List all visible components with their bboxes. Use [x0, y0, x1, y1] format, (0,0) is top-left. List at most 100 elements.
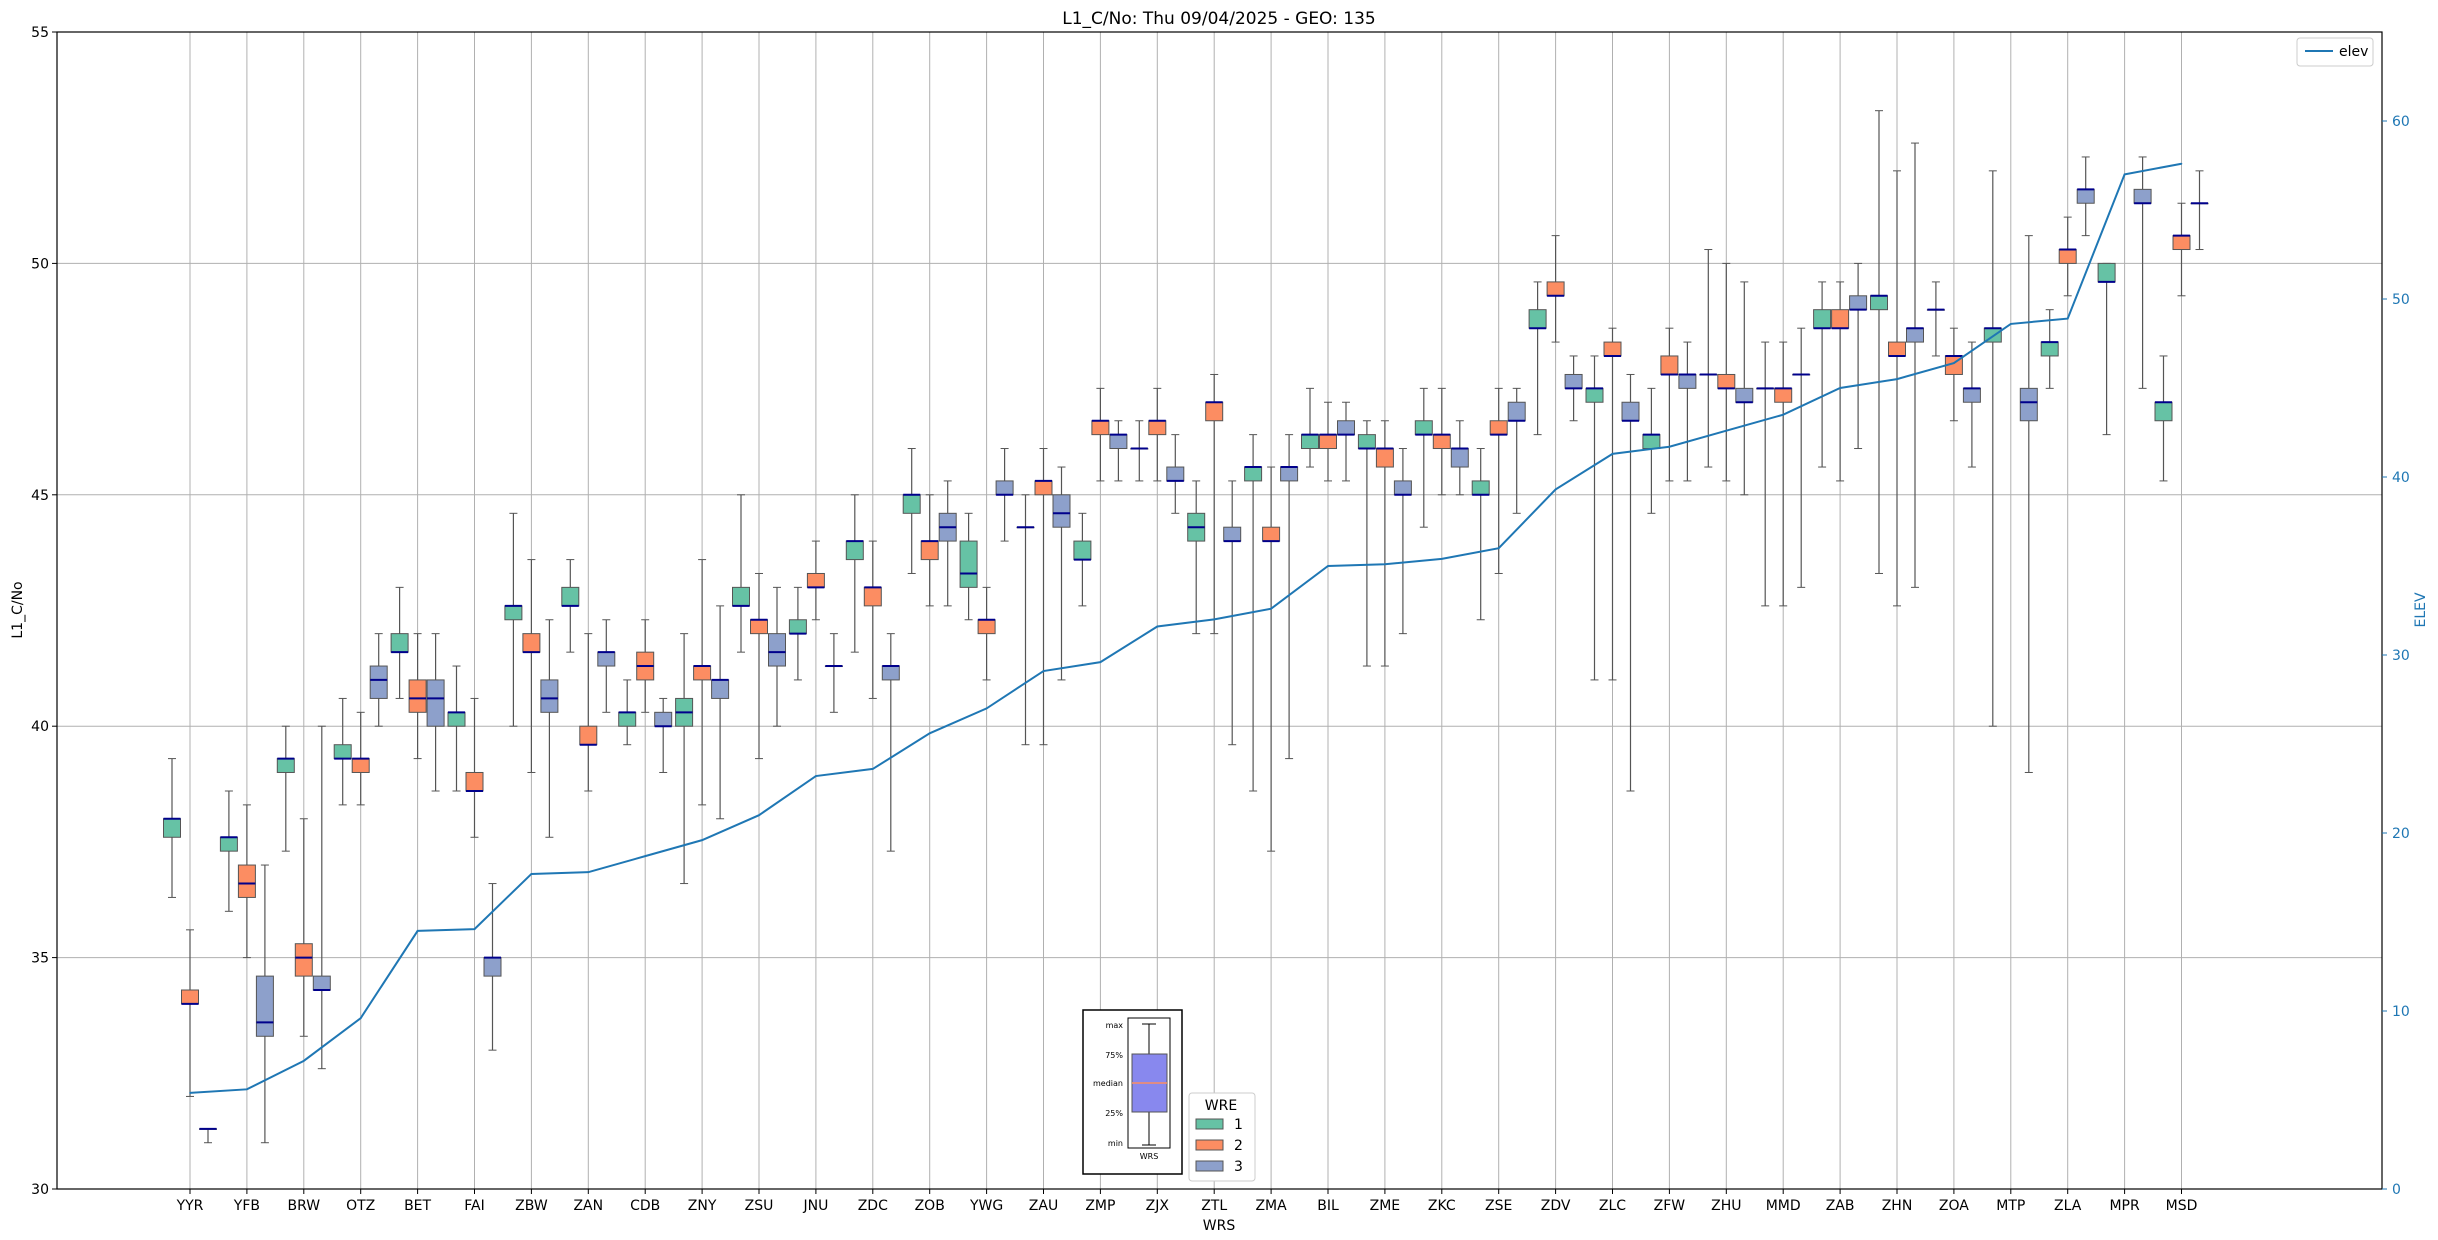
y2-tick-label: 50	[2392, 292, 2410, 308]
box-iqr	[1585, 387, 1604, 403]
box-iqr	[312, 975, 331, 991]
box-ztl-wre1	[1187, 480, 1206, 635]
box-zkc-wre1	[1414, 387, 1433, 528]
box-cdb-wre2	[636, 619, 655, 713]
box-zlc-wre2	[1603, 327, 1622, 681]
elev-point	[644, 855, 646, 857]
box-iqr	[1414, 420, 1433, 436]
box-zab-wre1	[1813, 281, 1832, 468]
y2-tick-label: 10	[2392, 1004, 2410, 1020]
axes: 30 35 40 45 50 55 0 10 20 30 40 50 60 YYR YFB BRW OTZ BET…	[31, 25, 2410, 1214]
box-iqr	[1073, 540, 1092, 561]
elev-point	[1441, 558, 1443, 560]
box-mpr-wre3	[2133, 156, 2152, 389]
x-tick-label: MPR	[2109, 1198, 2140, 1214]
box-iqr	[920, 540, 939, 561]
box-zma-wre3	[1280, 434, 1299, 760]
box-zbw-wre1	[504, 512, 523, 727]
x-tick-label: YWG	[969, 1198, 1003, 1214]
inset-label-q1: 25%	[1105, 1109, 1123, 1118]
box-yyr-wre2	[181, 929, 199, 1097]
y-tick-label: 55	[31, 25, 49, 41]
elev-point	[872, 768, 874, 770]
box-zau-wre1	[1016, 494, 1035, 746]
box-iqr	[863, 586, 882, 607]
box-zma-wre1	[1244, 434, 1263, 792]
x-tick-label: ZFW	[1654, 1198, 1686, 1214]
box-iqr	[447, 711, 466, 727]
box-zjx-wre1	[1130, 420, 1149, 482]
box-otz-wre2	[351, 711, 370, 806]
box-ywg-wre2	[977, 586, 996, 681]
box-iqr	[1205, 401, 1224, 422]
box-brw-wre1	[276, 725, 295, 852]
box-iqr	[1223, 526, 1242, 542]
box-jnu-wre1	[788, 586, 807, 681]
box-cdb-wre3	[654, 697, 673, 773]
elev-point	[1497, 547, 1500, 549]
elev-point	[587, 871, 590, 873]
box-zmp-wre1	[1073, 512, 1092, 607]
box-zhn-wre2	[1888, 170, 1906, 607]
x-tick-label: MTP	[1996, 1198, 2025, 1214]
inset-label-q3: 75%	[1105, 1051, 1123, 1060]
x-tick-label: ZHU	[1711, 1198, 1741, 1214]
box-yfb-wre2	[237, 804, 256, 959]
elev-point	[1327, 565, 1329, 567]
y2-axis-label: ELEV	[2413, 592, 2429, 627]
box-iqr	[1717, 373, 1736, 389]
elev-point	[1896, 378, 1898, 380]
elev-point	[530, 873, 533, 875]
box-iqr	[1660, 355, 1679, 375]
y2-tick-label: 0	[2392, 1182, 2401, 1198]
box-mmd-wre2	[1774, 341, 1793, 607]
x-tick-label: ZMP	[1085, 1198, 1115, 1214]
box-iqr	[219, 836, 238, 852]
wre-legend: WRE 1 2 3	[1188, 1092, 1256, 1182]
elev-point	[1270, 607, 1272, 610]
box-zjx-wre3	[1166, 434, 1185, 514]
box-msd-wre2	[2172, 202, 2191, 297]
box-bil-wre1	[1301, 387, 1319, 468]
box-otz-wre1	[333, 697, 352, 806]
box-zob-wre2	[920, 494, 939, 607]
box-otz-wre3	[369, 633, 388, 727]
elev-point	[1668, 445, 1671, 448]
box-iqr	[2076, 188, 2095, 204]
elev-point	[1099, 661, 1102, 663]
box-zbw-wre2	[522, 559, 541, 773]
box-iqr	[2097, 262, 2116, 283]
elev-legend: elev	[2296, 37, 2374, 67]
box-zkc-wre2	[1432, 387, 1451, 496]
box-zhu-wre3	[1735, 281, 1754, 496]
x-tick-label: MSD	[2166, 1198, 2198, 1214]
box-zdv-wre3	[1564, 355, 1583, 422]
elev-series	[189, 162, 2183, 1094]
x-tick-label: ZOB	[915, 1198, 945, 1214]
box-iqr	[1319, 434, 1337, 450]
box-yfb-wre3	[255, 864, 274, 1144]
box-iqr	[1678, 373, 1697, 389]
box-iqr	[1280, 466, 1299, 482]
elev-line	[189, 162, 2182, 1094]
box-iqr	[750, 619, 768, 635]
elev-point	[303, 1060, 305, 1062]
box-iqr	[237, 864, 256, 898]
box-iqr	[522, 633, 541, 653]
box-zhu-wre1	[1699, 249, 1718, 468]
x-tick-label: BIL	[1317, 1198, 1339, 1214]
box-iqr	[1393, 480, 1412, 496]
box-yyr-wre1	[163, 758, 181, 898]
elev-point	[758, 814, 760, 816]
wre-legend-title: WRE	[1205, 1098, 1237, 1114]
box-zjx-wre2	[1148, 387, 1167, 482]
elev-point	[1839, 387, 1841, 389]
box-zla-wre3	[2076, 156, 2095, 237]
box-bet-wre3	[426, 633, 445, 792]
box-iqr	[2058, 249, 2077, 264]
x-axis-label: WRS	[1203, 1218, 1236, 1234]
box-iqr	[351, 758, 370, 773]
box-brw-wre2	[294, 818, 313, 1037]
box-mpr-wre1	[2097, 262, 2116, 436]
box-zme-wre1	[1357, 420, 1376, 667]
